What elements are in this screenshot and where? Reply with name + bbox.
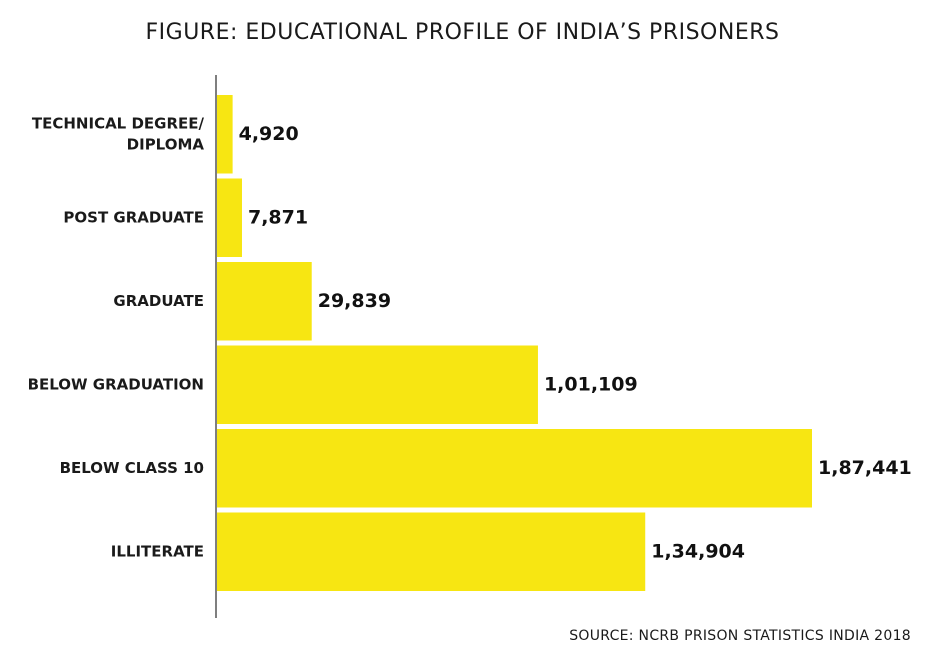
bar [217, 345, 538, 424]
source-note: SOURCE: NCRB PRISON STATISTICS INDIA 201… [569, 628, 911, 644]
category-label: TECHNICAL DEGREE/ [32, 114, 205, 132]
bar [217, 95, 233, 174]
value-label: 1,87,441 [818, 457, 912, 479]
value-label: 7,871 [248, 206, 308, 228]
category-label: BELOW CLASS 10 [60, 459, 204, 477]
value-label: 29,839 [318, 290, 391, 312]
labels-layer: 4,920 TECHNICAL DEGREE/DIPLOMA 7,871 POST G… [28, 114, 912, 562]
bars-layer [217, 95, 812, 591]
category-label: GRADUATE [113, 292, 204, 310]
chart-title: FIGURE: EDUCATIONAL PROFILE OF INDIA’S P… [145, 20, 780, 45]
bar [217, 178, 242, 257]
category-label: ILLITERATE [111, 542, 204, 560]
value-label: 4,920 [239, 123, 299, 145]
value-label: 1,01,109 [544, 373, 638, 395]
bar [217, 512, 646, 591]
value-label: 1,34,904 [651, 540, 745, 562]
category-label: BELOW GRADUATION [28, 375, 204, 393]
bar [217, 429, 812, 508]
category-label: POST GRADUATE [63, 208, 204, 226]
bar [217, 262, 312, 341]
category-label: DIPLOMA [127, 135, 205, 153]
